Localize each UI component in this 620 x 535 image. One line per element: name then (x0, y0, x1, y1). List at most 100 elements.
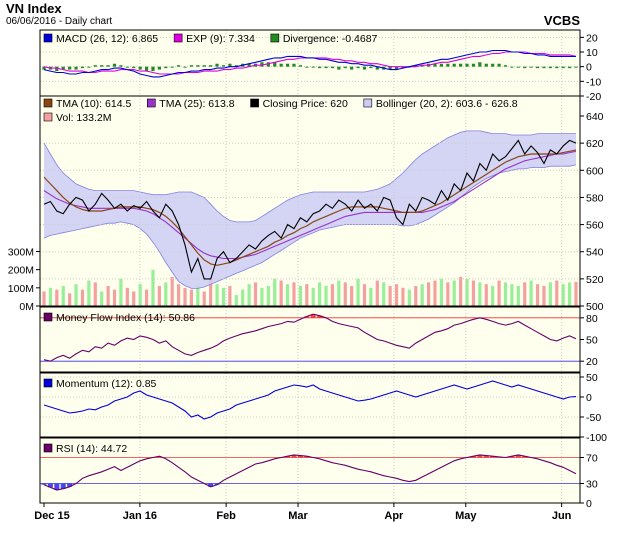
divergence-bar (221, 65, 226, 67)
volume-bar (574, 281, 578, 306)
volume-bar (433, 280, 437, 306)
bollinger-upper (43, 130, 576, 223)
volume-bar (420, 284, 424, 306)
divergence-bar (548, 66, 552, 69)
divergence-bar (170, 66, 174, 68)
divergence-bar (478, 62, 482, 67)
price-y-ticklabel-6: 520 (586, 274, 604, 286)
divergence-bar (452, 63, 456, 67)
divergence-bar (183, 66, 187, 68)
volume-bar (106, 286, 110, 306)
divergence-bar (80, 66, 85, 69)
volume-bar (330, 284, 335, 306)
macd-line (43, 49, 576, 78)
volume-bar (311, 287, 315, 306)
divergence-bar (68, 66, 72, 70)
divergence-bar (555, 66, 559, 69)
volume-bar (112, 289, 117, 306)
divergence-bar (144, 66, 149, 72)
volume-bar (93, 282, 97, 306)
volume-bar (228, 286, 232, 306)
divergence-bar (510, 66, 514, 68)
divergence-bar (459, 63, 463, 67)
volume-bar (164, 282, 168, 306)
x-ticklabel-0: Dec 15 (34, 510, 69, 522)
volume-bar (125, 287, 129, 306)
divergence-bar (529, 66, 533, 68)
divergence-bar (100, 65, 104, 67)
volume-bar (144, 289, 149, 306)
divergence-bar (311, 66, 315, 68)
rsi-panel-y-ticklabel-0: 70 (586, 453, 598, 465)
volume-ticklabel-2: 100M (8, 283, 34, 295)
volume-legend-label-0: Vol: 133.2M (56, 112, 111, 124)
volume-bar (516, 286, 520, 306)
divergence-bar (266, 62, 270, 67)
volume-bar (68, 293, 72, 306)
volume-bar (273, 278, 277, 306)
x-ticklabel-3: Mar (288, 510, 308, 522)
volume-bar (356, 278, 360, 306)
bollinger-lower (43, 164, 577, 289)
volume-bar (61, 286, 65, 306)
mfi-panel-frame (39, 306, 581, 373)
volume-bar (157, 286, 161, 306)
volume-bar (209, 278, 213, 306)
divergence-bar (356, 66, 360, 69)
volume-legend-swatch-0 (43, 112, 53, 122)
price-y-ticklabel-7: 500 (586, 301, 604, 313)
volume-ticklabel-3: 0M (19, 301, 34, 313)
momentum-panel-y-ticklabel-2: -50 (586, 412, 601, 424)
divergence-bar (497, 63, 501, 67)
price-legend-label-3: Bollinger (20, 2): 603.6 - 626.8 (376, 98, 518, 110)
divergence-bar (112, 63, 117, 67)
volume-bar (446, 282, 450, 306)
divergence-bar (260, 62, 264, 67)
price-legend-label-1: TMA (25): 613.8 (159, 98, 234, 110)
price-y-ticklabel-0: 640 (586, 111, 604, 123)
divergence-bar (337, 66, 341, 70)
mfi-panel-legend-swatch-0 (43, 312, 53, 322)
volume-bar (100, 291, 104, 306)
volume-bar (74, 284, 78, 306)
volume-bar (285, 284, 290, 306)
divergence-bar (574, 66, 578, 68)
divergence-bar (215, 63, 219, 67)
divergence-bar (343, 66, 347, 69)
divergence-bar (119, 65, 123, 67)
divergence-bar (362, 66, 367, 70)
divergence-bar (55, 66, 59, 72)
volume-bar (138, 284, 142, 306)
divergence-bar (503, 65, 508, 67)
rsi-panel-legend-swatch-0 (43, 443, 53, 453)
divergence-bar (394, 66, 399, 70)
volume-bar (292, 282, 296, 306)
mfi-panel-y-ticklabel-0: 80 (586, 313, 598, 325)
volume-bar (561, 284, 565, 306)
divergence-bar (247, 63, 251, 67)
volume-bar (151, 269, 155, 306)
volume-bar (80, 289, 85, 306)
macd-y-ticklabel-0: 20 (586, 32, 598, 44)
divergence-bar (125, 66, 129, 68)
divergence-bar (138, 66, 142, 70)
volume-bar (241, 289, 245, 306)
momentum-panel-line (43, 380, 577, 420)
divergence-bar (484, 63, 488, 67)
macd-legend-label-1: EXP (9): 7.334 (186, 33, 255, 45)
divergence-bar (209, 65, 213, 67)
mfi-panel-overbought-fill (304, 314, 323, 318)
price-y-ticklabel-1: 620 (586, 138, 604, 150)
volume-bar (523, 282, 527, 306)
price-legend-swatch-0 (43, 98, 53, 108)
mfi-panel-y-ticklabel-2: 20 (586, 356, 598, 368)
volume-ticklabel-0: 300M (8, 246, 34, 258)
divergence-bar (561, 66, 565, 69)
volume-bar (542, 286, 546, 306)
divergence-bar (491, 63, 495, 67)
price-legend-label-0: TMA (10): 614.5 (56, 98, 131, 110)
price-legend-swatch-1 (146, 98, 156, 108)
divergence-bar (164, 66, 168, 69)
